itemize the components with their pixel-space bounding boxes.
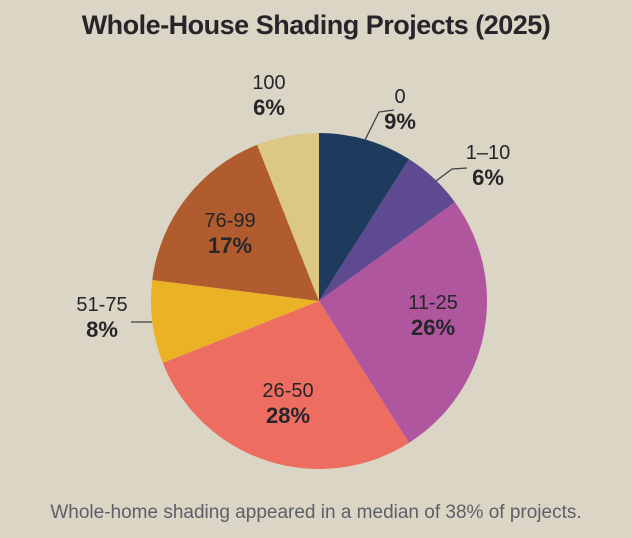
- pie-slice-100: [257, 133, 319, 301]
- pie-slice-76-99: [152, 144, 319, 301]
- pie-slice-26-50: [162, 301, 410, 470]
- chart-title: Whole-House Shading Projects (2025): [81, 10, 551, 40]
- footnote: Whole-home shading appeared in a median …: [50, 502, 582, 523]
- leader-line-0: [364, 109, 395, 141]
- leader-line-1–10: [435, 167, 468, 182]
- pie-slice-11-25: [319, 202, 487, 443]
- pie-slice-1–10: [319, 159, 455, 301]
- pie-slice-51-75: [150, 279, 319, 363]
- pie-slice-0: [319, 133, 410, 301]
